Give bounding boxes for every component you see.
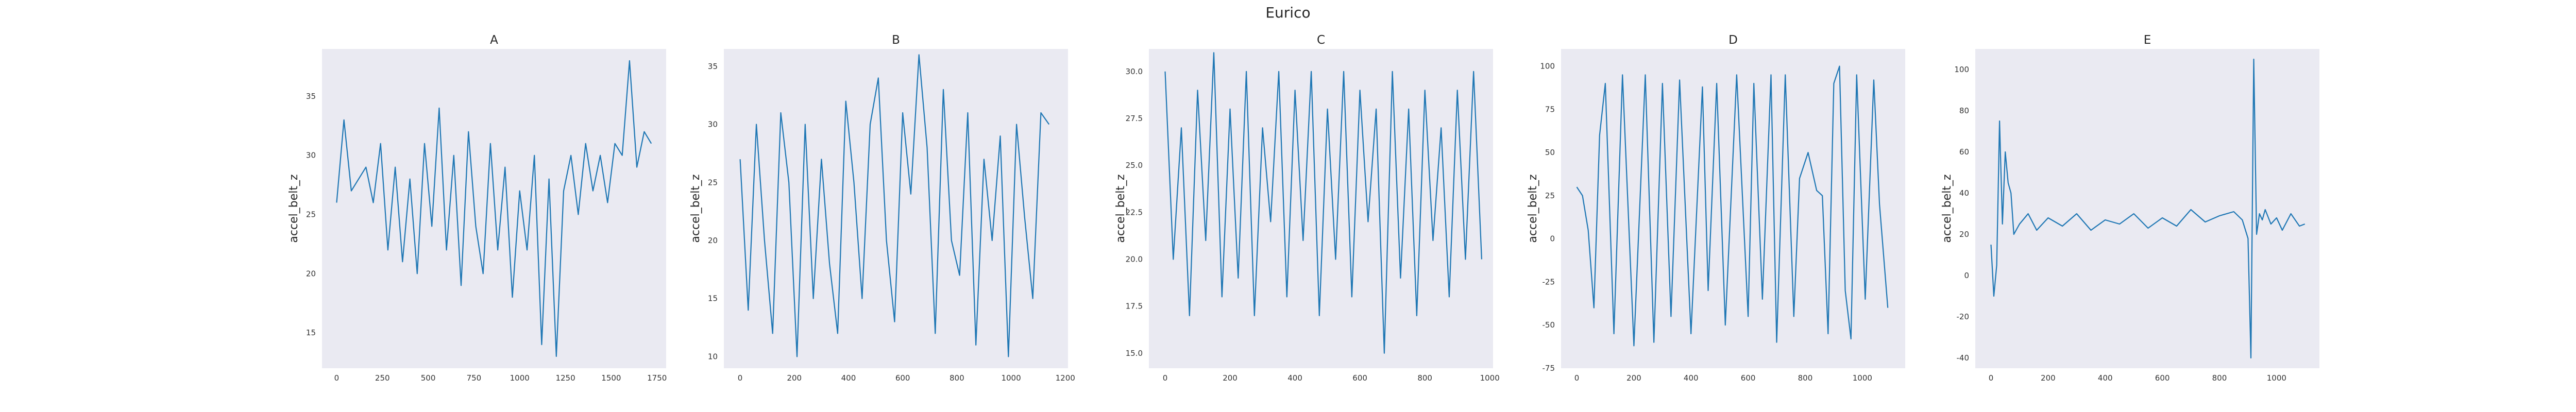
plot-area [322,49,666,368]
y-tick-label: 15.0 [1126,349,1143,358]
y-tick-label: 15 [708,294,718,303]
x-tick-label: 1250 [555,373,575,383]
y-tick-label: 20 [1959,230,1969,239]
x-tick-label: 1750 [647,373,667,383]
y-tick-label: 25 [708,178,718,187]
y-tick-label: 40 [1959,188,1969,198]
x-tick-label: 1000 [1001,373,1021,383]
y-tick-label: 35 [708,62,718,71]
y-tick-label: 50 [1545,148,1555,157]
plot-area [1149,49,1493,368]
y-tick-label: 100 [1540,62,1555,71]
x-tick-label: 1200 [1056,373,1075,383]
x-tick-label: 500 [421,373,436,383]
x-tick-label: 600 [1352,373,1367,383]
y-tick-label: 22.5 [1126,208,1143,217]
y-axis-label: accel_belt_z [1114,174,1127,243]
x-tick-label: 200 [2041,373,2056,383]
y-axis-label: accel_belt_z [689,174,702,243]
subplot-title: A [490,33,498,47]
y-tick-label: 100 [1954,65,1969,74]
y-tick-label: 15 [306,328,316,337]
y-tick-label: -40 [1957,353,1970,363]
x-tick-label: 1000 [2267,373,2286,383]
x-tick-label: 800 [950,373,964,383]
y-axis-label: accel_belt_z [1941,174,1954,243]
y-tick-label: 30 [708,120,718,129]
x-tick-label: 750 [467,373,482,383]
x-tick-label: 800 [1798,373,1813,383]
y-tick-label: 20.0 [1126,254,1143,264]
x-tick-label: 250 [375,373,390,383]
x-tick-label: 400 [1287,373,1302,383]
y-tick-label: 25 [1545,191,1555,200]
x-tick-label: 1000 [1480,373,1500,383]
x-tick-label: 1000 [1853,373,1872,383]
x-tick-label: 400 [2098,373,2113,383]
series-line [336,60,652,357]
y-tick-label: 20 [708,236,718,245]
y-axis-label: accel_belt_z [1527,174,1539,243]
series-line [1576,65,1889,347]
x-tick-label: 600 [2155,373,2170,383]
y-axis-label: accel_belt_z [287,174,300,243]
series-line [1164,52,1482,354]
y-tick-label: 0 [1550,234,1555,244]
x-tick-label: 800 [2212,373,2227,383]
subplot-title: B [892,33,900,47]
y-tick-label: -50 [1543,320,1555,330]
y-tick-label: 25 [306,210,316,219]
x-tick-label: 0 [1574,373,1580,383]
x-tick-label: 400 [841,373,856,383]
series-line [739,54,1050,357]
y-tick-label: 20 [306,269,316,278]
x-tick-label: 0 [1989,373,1994,383]
x-tick-label: 400 [1684,373,1699,383]
y-tick-label: 17.5 [1126,302,1143,311]
x-tick-label: 0 [334,373,340,383]
y-tick-label: 80 [1959,106,1969,115]
subplot-title: C [1317,33,1325,47]
x-tick-label: 600 [1741,373,1756,383]
x-tick-label: 600 [895,373,910,383]
x-tick-label: 200 [1626,373,1641,383]
x-tick-label: 800 [1417,373,1432,383]
y-tick-label: 10 [708,352,718,361]
y-tick-label: -75 [1543,364,1555,373]
x-tick-label: 0 [1163,373,1168,383]
y-tick-label: 0 [1964,271,1969,280]
y-tick-label: 25.0 [1126,161,1143,170]
plot-area [1975,49,2319,368]
y-tick-label: 27.5 [1126,114,1143,123]
x-tick-label: 1000 [510,373,530,383]
y-tick-label: -25 [1543,277,1555,286]
figure-suptitle: Eurico [1265,4,1310,21]
series-line [1990,58,2306,359]
y-tick-label: 30.0 [1126,67,1143,76]
plot-area [724,49,1068,368]
y-tick-label: 35 [306,92,316,101]
subplot-title: E [2144,33,2151,47]
x-tick-label: 1500 [601,373,621,383]
x-tick-label: 200 [787,373,802,383]
y-tick-label: 60 [1959,147,1969,157]
y-tick-label: 30 [306,151,316,160]
subplot-title: D [1728,33,1738,47]
x-tick-label: 200 [1223,373,1238,383]
x-tick-label: 0 [738,373,743,383]
y-tick-label: -20 [1957,312,1970,321]
y-tick-label: 75 [1545,105,1555,114]
